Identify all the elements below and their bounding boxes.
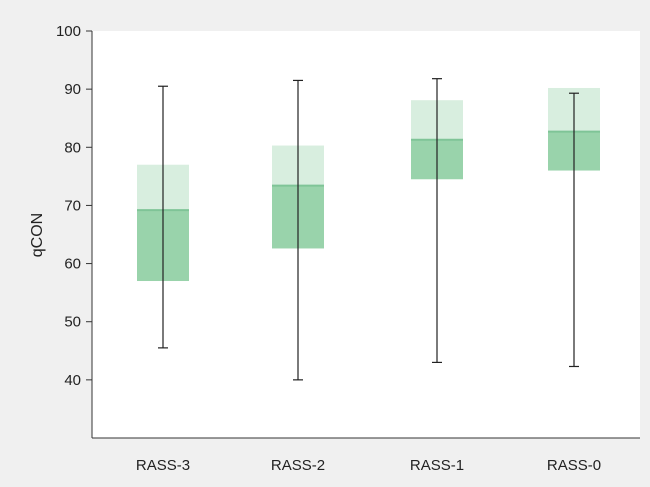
x-tick-label: RASS-1 — [410, 457, 464, 474]
y-tick-label: 50 — [64, 314, 81, 331]
y-tick-label: 70 — [64, 197, 81, 214]
x-tick-label: RASS-0 — [547, 457, 601, 474]
whiskers-layer — [158, 78, 579, 381]
y-tick-label: 60 — [64, 256, 81, 273]
y-tick-label: 90 — [64, 81, 81, 98]
x-axis-ticks: RASS-3 RASS-2 RASS-1 RASS-0 — [136, 457, 601, 474]
y-axis-title: qCON — [29, 213, 46, 257]
y-tick-label: 80 — [64, 139, 81, 156]
y-axis-ticks: 40 50 60 70 80 90 100 — [56, 23, 92, 389]
x-tick-label: RASS-3 — [136, 457, 190, 474]
x-tick-label: RASS-2 — [271, 457, 325, 474]
y-tick-label: 40 — [64, 372, 81, 389]
y-tick-label: 100 — [56, 23, 81, 40]
